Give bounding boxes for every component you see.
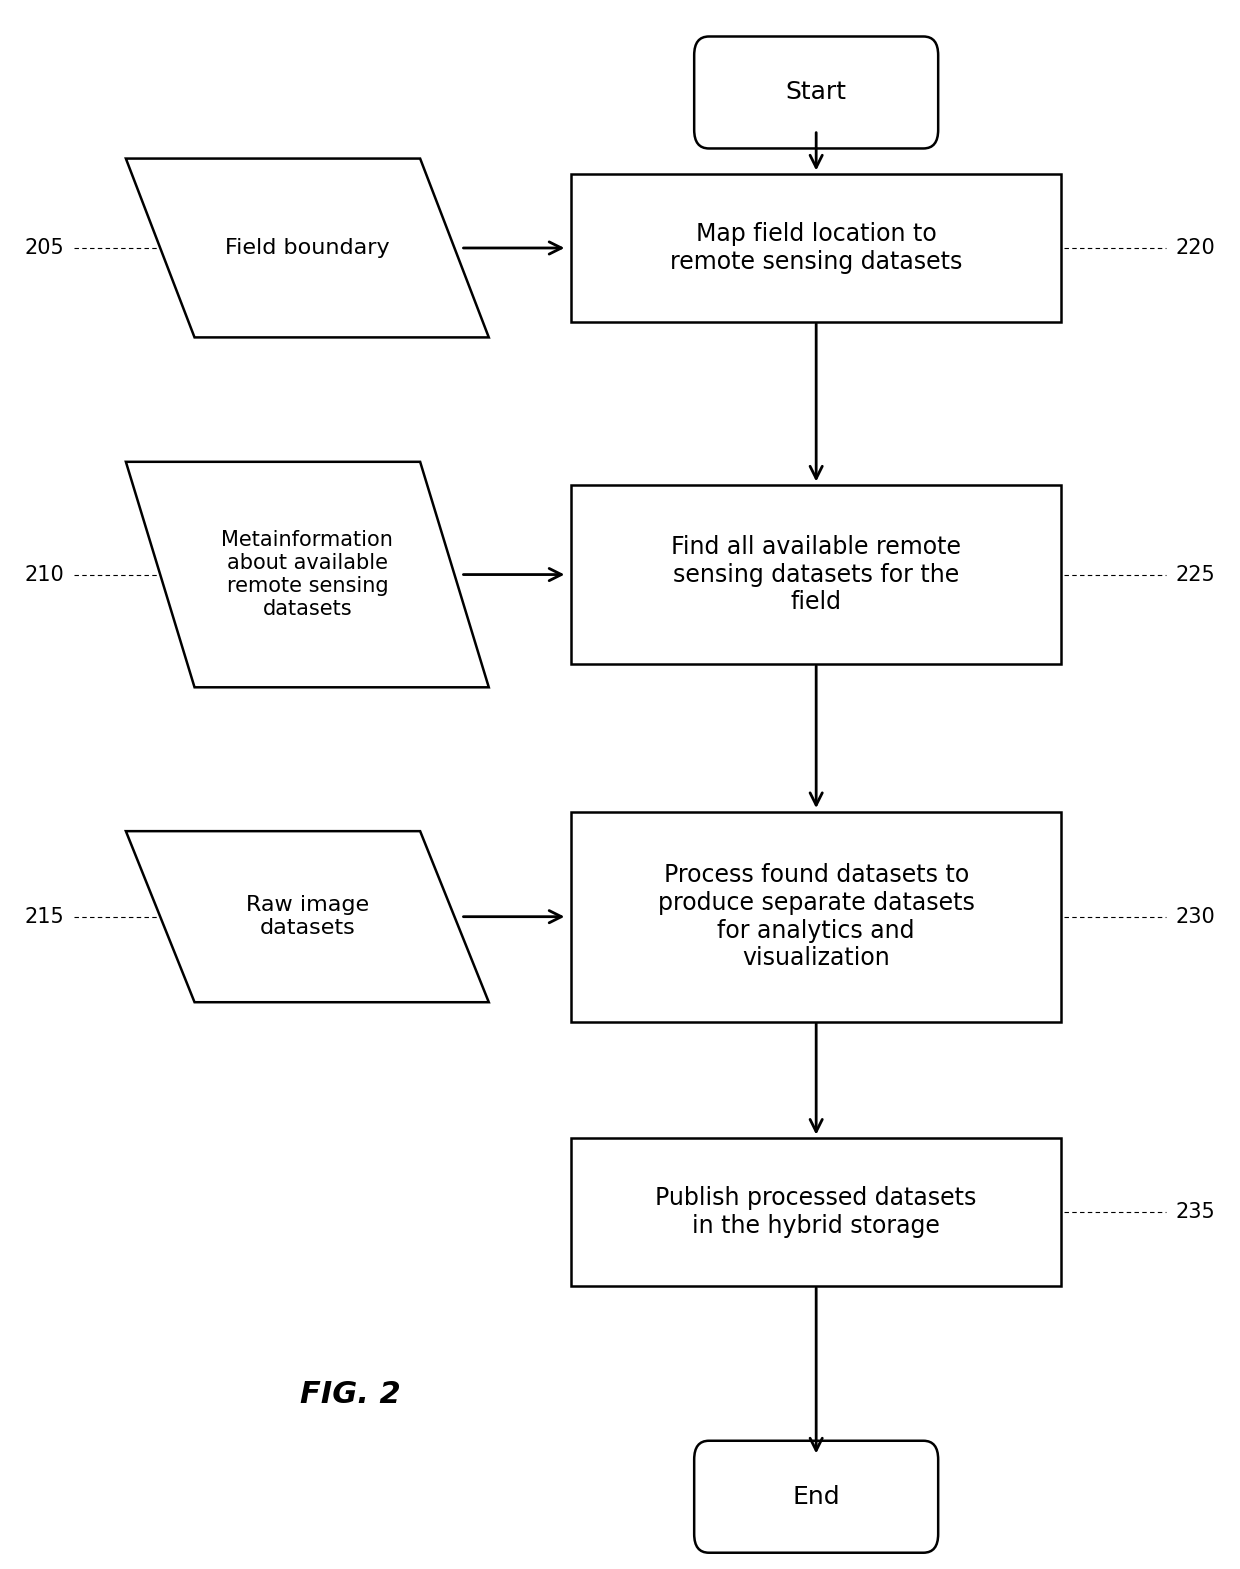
Text: 205: 205: [25, 238, 64, 257]
Text: End: End: [792, 1484, 839, 1509]
Text: 225: 225: [1176, 565, 1215, 585]
Text: Raw image
datasets: Raw image datasets: [246, 894, 370, 938]
FancyBboxPatch shape: [694, 1440, 939, 1553]
Bar: [570, 174, 1061, 322]
Text: 230: 230: [1176, 907, 1215, 927]
Text: 210: 210: [25, 565, 64, 585]
Text: FIG. 2: FIG. 2: [300, 1379, 401, 1409]
Bar: [570, 811, 1061, 1021]
Text: Field boundary: Field boundary: [224, 238, 389, 257]
Text: Process found datasets to
produce separate datasets
for analytics and
visualizat: Process found datasets to produce separa…: [657, 863, 975, 970]
Polygon shape: [126, 461, 489, 687]
Text: Metainformation
about available
remote sensing
datasets: Metainformation about available remote s…: [222, 530, 393, 620]
FancyBboxPatch shape: [694, 36, 939, 149]
Text: 220: 220: [1176, 238, 1215, 257]
Text: Start: Start: [786, 80, 847, 105]
Text: Publish processed datasets
in the hybrid storage: Publish processed datasets in the hybrid…: [656, 1186, 977, 1238]
Text: 235: 235: [1176, 1202, 1215, 1222]
Text: 215: 215: [25, 907, 64, 927]
Bar: [570, 1138, 1061, 1287]
Polygon shape: [126, 832, 489, 1003]
Polygon shape: [126, 158, 489, 337]
Text: Find all available remote
sensing datasets for the
field: Find all available remote sensing datase…: [671, 535, 961, 615]
Text: Map field location to
remote sensing datasets: Map field location to remote sensing dat…: [670, 223, 962, 275]
Bar: [570, 485, 1061, 664]
